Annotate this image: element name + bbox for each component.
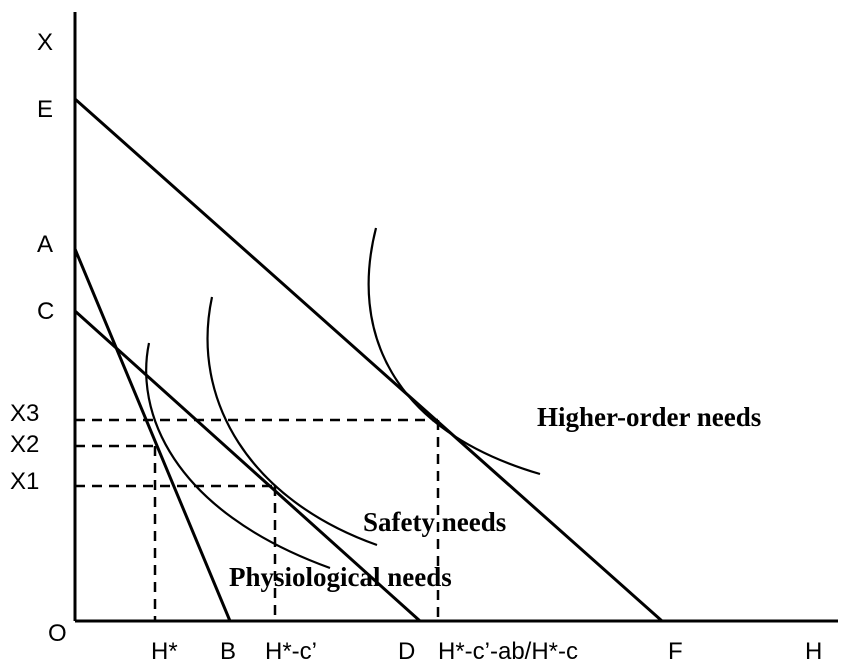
origin-label: O: [48, 620, 67, 647]
budget-line-C-D: [73, 309, 422, 623]
indifference-curve-physiological: [145, 342, 331, 570]
label-higher-order-needs: Higher-order needs: [537, 402, 761, 432]
budget-line-E-F: [74, 97, 663, 623]
tick-label-E: E: [37, 96, 53, 123]
tick-label-H-star-c: H*-c’: [265, 638, 317, 665]
label-physiological-needs: Physiological needs: [229, 562, 452, 592]
y-axis-label: X: [37, 29, 53, 56]
tick-label-D: D: [398, 638, 415, 665]
tick-label-X3: X3: [10, 400, 39, 427]
budget-line-A-B: [73, 248, 232, 622]
tick-label-C: C: [37, 298, 54, 325]
tick-label-A: A: [37, 231, 53, 258]
tick-label-F: F: [668, 638, 683, 665]
tick-label-X2: X2: [10, 431, 39, 458]
indifference-curve-higher-order: [367, 227, 541, 476]
x-axis-label: H: [805, 638, 822, 665]
label-safety-needs: Safety needs: [363, 507, 506, 537]
indifference-curve-safety: [206, 296, 378, 547]
tick-label-H-star: H*: [151, 638, 178, 665]
tick-label-H-star-c-ab-H-star-c: H*-c’-ab/H*-c: [438, 638, 578, 665]
tick-label-X1: X1: [10, 468, 39, 495]
tick-label-B: B: [220, 638, 236, 665]
